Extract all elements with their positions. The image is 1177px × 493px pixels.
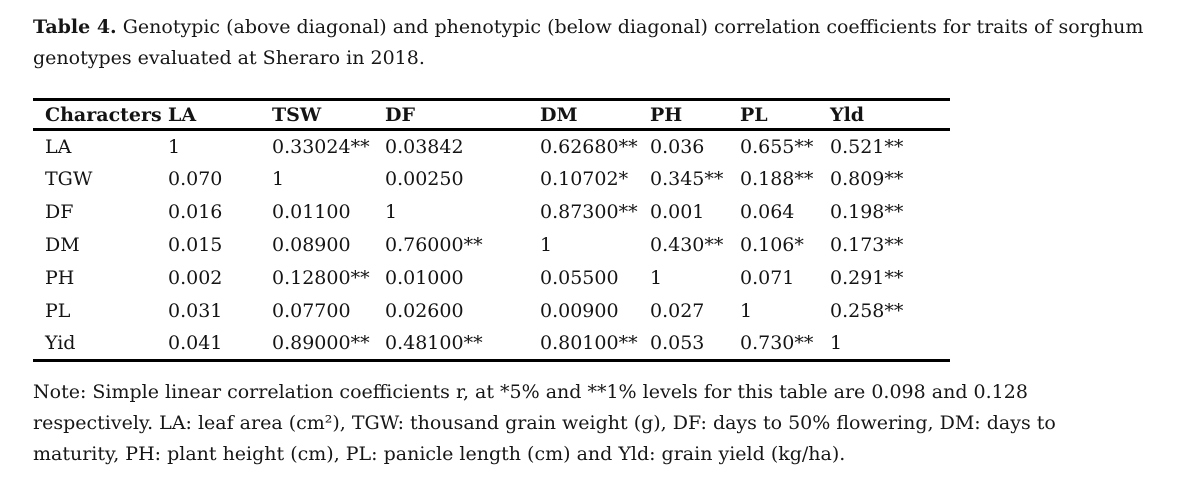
table-row: LA 1 0.33024** 0.03842 0.62680** 0.036 0.655**… [33, 130, 950, 163]
correlation-cell: 1 [650, 267, 663, 289]
correlation-cell: 0.521** [830, 135, 904, 158]
correlation-cell: 0.041 [168, 332, 223, 355]
table-row: DF 0.016 0.01100 1 0.87300** 0.001 0.064 0.198*… [33, 196, 950, 229]
correlation-cell: 0.064 [740, 201, 795, 223]
table-row: Yid 0.041 0.89000** 0.48100** 0.80100** 0.053… [33, 328, 950, 361]
column-header-characters: Characters [45, 103, 162, 126]
correlation-cell: 0.430** [650, 234, 724, 256]
table-caption: Table 4. Genotypic (above diagonal) and … [33, 12, 1155, 74]
correlation-cell: 1 [168, 135, 181, 158]
correlation-cell: 0.809** [830, 168, 904, 190]
table-caption-label: Table 4. [33, 16, 117, 38]
correlation-cell: 0.198** [830, 201, 904, 223]
table-header-row: Characters LA TSW DF DM PH PL Yld [33, 100, 950, 130]
correlation-cell: 0.031 [168, 300, 223, 322]
correlation-cell: 1 [385, 201, 398, 223]
correlation-cell: 1 [540, 234, 553, 256]
correlation-table: Characters LA TSW DF DM PH PL Yld LA 1 0.33024** 0… [33, 98, 950, 362]
table-row: TGW 0.070 1 0.00250 0.10702* 0.345** 0.188** 0.… [33, 163, 950, 196]
correlation-cell: 0.10702* [540, 168, 629, 190]
table-row: DM 0.015 0.08900 0.76000** 1 0.430** 0.106* 0.1… [33, 229, 950, 262]
row-label: DM [45, 234, 80, 256]
row-label: Yid [45, 332, 76, 355]
correlation-cell: 0.106* [740, 234, 804, 256]
correlation-cell: 0.655** [740, 135, 814, 158]
correlation-cell: 0.00900 [540, 300, 619, 322]
correlation-cell: 0.036 [650, 135, 705, 158]
correlation-cell: 0.730** [740, 332, 814, 355]
correlation-cell: 0.80100** [540, 332, 638, 355]
correlation-cell: 0.053 [650, 332, 705, 355]
correlation-cell: 0.00250 [385, 168, 464, 190]
row-label: PH [45, 267, 75, 289]
row-label: TGW [45, 168, 93, 190]
correlation-cell: 0.016 [168, 201, 223, 223]
correlation-cell: 0.188** [740, 168, 814, 190]
row-label: DF [45, 201, 74, 223]
correlation-cell: 0.015 [168, 234, 223, 256]
table-note: Note: Simple linear correlation coeffici… [33, 381, 1056, 465]
table-body: LA 1 0.33024** 0.03842 0.62680** 0.036 0.655**… [33, 130, 950, 361]
column-header-yld: Yld [830, 103, 865, 126]
correlation-cell: 0.87300** [540, 201, 638, 223]
correlation-cell: 0.89000** [272, 332, 370, 355]
correlation-cell: 0.01100 [272, 201, 351, 223]
correlation-cell: 0.001 [650, 201, 705, 223]
correlation-cell: 1 [272, 168, 285, 190]
correlation-cell: 0.48100** [385, 332, 483, 355]
column-header-ph: PH [650, 103, 683, 126]
correlation-cell: 0.345** [650, 168, 724, 190]
table-row: PH 0.002 0.12800** 0.01000 0.05500 1 0.071 0.29… [33, 262, 950, 295]
correlation-cell: 0.01000 [385, 267, 464, 289]
correlation-cell: 0.08900 [272, 234, 351, 256]
correlation-cell: 0.173** [830, 234, 904, 256]
correlation-cell: 0.62680** [540, 135, 638, 158]
correlation-cell: 0.291** [830, 267, 904, 289]
column-header-dm: DM [540, 103, 578, 126]
column-header-df: DF [385, 103, 415, 126]
correlation-cell: 0.33024** [272, 135, 370, 158]
column-header-pl: PL [740, 103, 768, 126]
column-header-tsw: TSW [272, 103, 322, 126]
correlation-cell: 0.070 [168, 168, 223, 190]
table-caption-text: Genotypic (above diagonal) and phenotypi… [33, 16, 1144, 69]
correlation-cell: 1 [740, 300, 753, 322]
table-row: PL 0.031 0.07700 0.02600 0.00900 0.027 1 0.258*… [33, 295, 950, 328]
correlation-cell: 0.76000** [385, 234, 483, 256]
row-label: LA [45, 135, 72, 158]
correlation-cell: 0.05500 [540, 267, 619, 289]
correlation-cell: 0.258** [830, 300, 904, 322]
correlation-cell: 0.07700 [272, 300, 351, 322]
correlation-cell: 0.071 [740, 267, 795, 289]
correlation-cell: 0.02600 [385, 300, 464, 322]
correlation-cell: 0.027 [650, 300, 705, 322]
correlation-cell: 1 [830, 332, 843, 355]
correlation-cell: 0.12800** [272, 267, 370, 289]
column-header-la: LA [168, 103, 197, 126]
row-label: PL [45, 300, 71, 322]
correlation-cell: 0.002 [168, 267, 223, 289]
correlation-cell: 0.03842 [385, 135, 464, 158]
